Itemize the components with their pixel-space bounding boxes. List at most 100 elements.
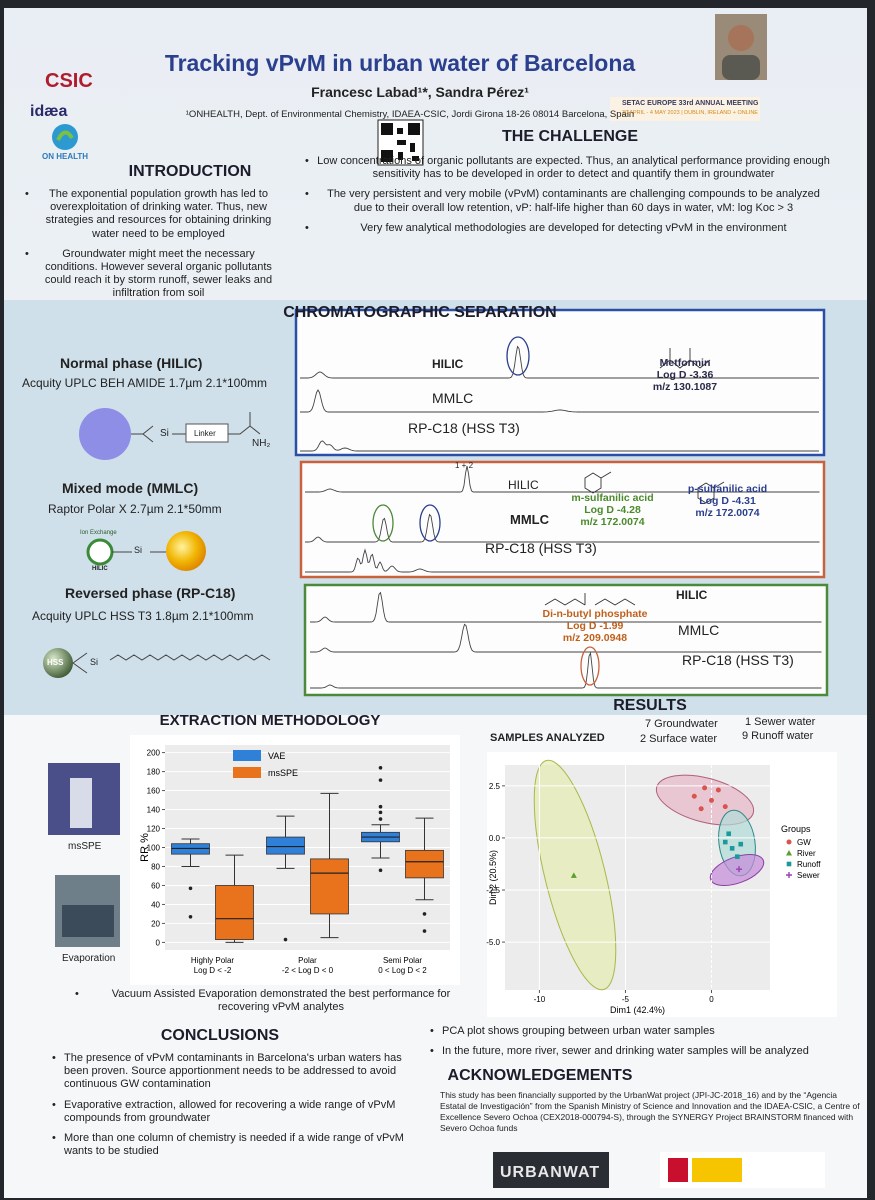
y-tick-label: 40: [151, 900, 160, 909]
y-axis-label: RR %: [139, 833, 151, 862]
x-axis-label: Dim1 (42.4%): [610, 1005, 665, 1015]
hilic-particle: [79, 408, 131, 460]
y-axis-label: Dim2 (20.5%): [488, 850, 498, 905]
urbanwat-logo: [493, 1152, 609, 1188]
compound-name: m-sulfanilic acid: [571, 492, 654, 504]
chromatogram-trace: [300, 345, 819, 379]
x-tick-label: 0: [709, 995, 714, 1004]
compound-logd: Log D -3.36: [656, 369, 714, 382]
outlier: [378, 868, 383, 873]
point: [722, 839, 728, 845]
chromatogram-trace: [310, 591, 822, 623]
bullet: The exponential population growth has le…: [25, 188, 280, 241]
phase-label: NH₂: [252, 438, 271, 449]
bullet: Evaporative extraction, allowed for reco…: [52, 1099, 417, 1125]
y-tick-label: 0.0: [489, 834, 501, 843]
point: [715, 787, 721, 793]
outlier: [422, 929, 427, 933]
box: [266, 836, 305, 855]
image-caption: Evaporation: [62, 953, 116, 964]
point: [735, 854, 740, 859]
onhealth-logo: [52, 124, 78, 150]
mode-label: HILIC: [508, 478, 539, 492]
rp-particle: [43, 648, 73, 678]
legend-swatch: [233, 767, 261, 778]
mode-label: RP-C18 (HSS T3): [408, 420, 520, 436]
box: [310, 858, 349, 915]
challenge-bullets: Low concentrations of organic pollutants…: [305, 155, 830, 242]
extraction-heading: EXTRACTION METHODOLOGY: [159, 712, 381, 729]
logo-idaea: idæa: [30, 103, 68, 120]
outlier: [188, 886, 193, 891]
outlier: [378, 765, 383, 770]
mode-label: MMLC: [678, 622, 720, 638]
bullet: PCA plot shows grouping between urban wa…: [430, 1025, 860, 1038]
intro-heading: INTRODUCTION: [128, 163, 252, 180]
box: [215, 885, 254, 940]
compound-logd: Log D -4.28: [584, 504, 641, 517]
chromatogram-trace: [310, 623, 822, 653]
outlier: [422, 912, 427, 916]
legend-marker: [786, 872, 792, 878]
y-tick-label: 60: [151, 881, 160, 890]
legend-label: Sewer: [797, 871, 820, 880]
bullet: Groundwater might meet the necessary con…: [25, 248, 280, 301]
panel-phosphate: [303, 583, 829, 697]
conclusions-heading: CONCLUSIONS: [160, 1027, 280, 1044]
phase-name: Mixed mode (MMLC): [62, 480, 199, 496]
compound-mz: m/z 172.0074: [695, 507, 760, 520]
mode-label: RP-C18 (HSS T3): [485, 540, 597, 556]
compound-mz: m/z 172.0074: [580, 516, 645, 529]
point: [726, 831, 732, 837]
outlier: [378, 817, 383, 821]
sample-count: 2 Surface water: [640, 733, 718, 745]
x-tick-label: -10: [534, 995, 546, 1004]
panel-metformin: [294, 308, 826, 457]
y-tick-label: 100: [147, 844, 161, 853]
y-tick-label: 120: [147, 825, 161, 834]
ack-heading: ACKNOWLEDGEMENTS: [447, 1067, 633, 1084]
bullet: The very persistent and very mobile (vPv…: [305, 188, 830, 214]
hilic-bonds: [131, 425, 186, 443]
phase-label: Si: [134, 545, 143, 555]
point: [702, 785, 708, 791]
x-tick-label: -5: [622, 995, 630, 1004]
x-tick-label: Semi Polar: [383, 956, 422, 965]
affiliation: ¹ONHEALTH, Dept. of Environmental Chemis…: [185, 109, 635, 120]
outlier: [378, 778, 383, 782]
compound-name: p-sulfanilic acid: [687, 483, 768, 495]
ack-text: This study has been financially supporte…: [440, 1090, 860, 1134]
point: [738, 841, 744, 847]
phase-column: Acquity UPLC BEH AMIDE 1.7µm 2.1*100mm: [22, 376, 268, 390]
box: [405, 849, 444, 879]
urbanwat-logo-text: URBANWAT: [500, 1164, 601, 1181]
msspe-tube: [70, 778, 92, 828]
outlier: [378, 810, 383, 815]
mode-label: MMLC: [510, 512, 549, 527]
phase-name: Normal phase (HILIC): [60, 355, 203, 371]
bullet: Vacuum Assisted Evaporation demonstrated…: [75, 988, 475, 1014]
author-photo-face: [728, 25, 754, 51]
mmlc-ligand: [86, 538, 114, 566]
chromatogram-trace: [300, 389, 819, 413]
charts: 0 20 40 60 80 100 120 140 160 180 200 RR % Highly Po…: [139, 749, 821, 1015]
bullet: Very few analytical methodologies are de…: [305, 222, 830, 235]
chromatography-heading: CHROMATOGRAPHIC SEPARATION: [283, 304, 557, 321]
outlier: [188, 914, 193, 919]
conference-badge: [610, 97, 760, 121]
compound: p-sulfanilic acid Log D -4.31 m/z 172.0074: [680, 483, 775, 519]
point: [736, 866, 743, 873]
results-heading: RESULTS: [613, 697, 687, 714]
chromatograms: [300, 345, 822, 689]
phase-label: Si: [160, 428, 169, 439]
conference-name: SETAC EUROPE 33rd ANNUAL MEETING: [622, 100, 759, 107]
y-tick-label: 180: [147, 768, 161, 777]
rp-chain: [72, 652, 271, 674]
phase-column: Raptor Polar X 2.7µm 2.1*50mm: [48, 502, 222, 516]
point: [570, 872, 577, 878]
y-tick-label: 20: [151, 919, 160, 928]
legend-marker: [786, 839, 792, 845]
legend-label: VAE: [268, 751, 285, 761]
